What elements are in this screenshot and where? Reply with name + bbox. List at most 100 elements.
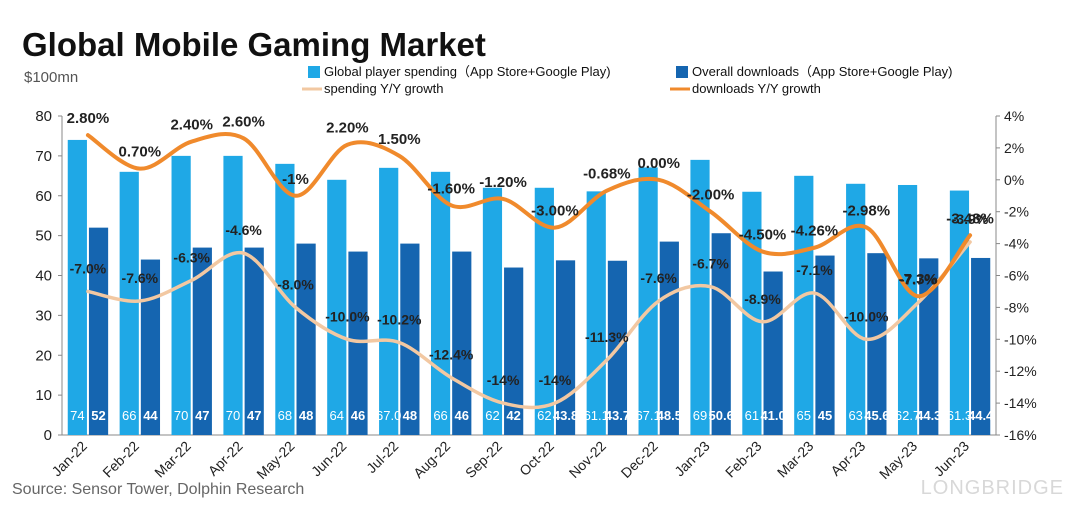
spending-bar-label: 74 [70,408,84,423]
spending-bar-label: 66 [433,408,447,423]
left-tick-label: 60 [35,188,52,205]
downloads-growth-label: -4.50% [739,227,787,244]
spending-bar-label: 62 [485,408,499,423]
spending-bar [67,139,87,436]
downloads-bar [555,260,576,435]
x-tick-label: Jul-22 [363,438,401,476]
right-tick-label: -14% [1004,395,1037,411]
spending-growth-label: -14% [487,372,520,388]
downloads-bar [763,271,783,435]
left-tick-label: 30 [35,307,52,324]
downloads-bar-label: 45.6 [864,408,889,423]
downloads-growth-label: -3.00% [531,203,579,220]
spending-growth-label: -3.9% [952,211,989,227]
downloads-bar [244,247,264,435]
spending-bar-label: 62 [537,408,551,423]
downloads-bar-label: 44.4 [968,408,994,423]
downloads-bar [504,267,524,435]
spending-growth-label: -10.2% [377,311,422,327]
downloads-bar-label: 48 [299,408,313,423]
spending-bar [171,155,191,435]
spending-bar [690,159,710,436]
right-tick-label: 4% [1004,108,1024,124]
right-tick-label: 0% [1004,172,1024,188]
x-tick-label: Jan-22 [48,438,90,480]
downloads-bar [919,258,939,435]
chart-title: Global Mobile Gaming Market [22,26,486,63]
spending-bar-label: 69 [693,408,707,423]
right-tick-label: -10% [1004,331,1037,347]
spending-bar-label: 61 [745,408,759,423]
downloads-bar [400,243,420,435]
downloads-bar-label: 44.3 [916,408,941,423]
spending-growth-label: -10.0% [325,308,370,324]
left-tick-label: 40 [35,268,52,285]
left-tick-label: 80 [35,108,52,125]
spending-growth-label: -4.6% [225,222,262,238]
downloads-bar [452,251,472,435]
x-tick-label: Aug-22 [410,438,453,481]
spending-bar-label: 61.3 [947,408,972,423]
spending-bar-label: 64 [330,408,344,423]
spending-bar-label: 70 [174,408,188,423]
downloads-bar [659,241,679,435]
x-tick-label: Feb-22 [99,438,142,481]
downloads-bar-label: 46 [455,408,469,423]
unit-label: $100mn [24,69,78,86]
downloads-bar [711,233,731,435]
downloads-growth-label: -2.00% [687,187,735,204]
spending-bar [482,187,503,435]
spending-bar-label: 62.7 [895,408,920,423]
source-note: Source: Sensor Tower, Dolphin Research [12,481,304,498]
spending-growth-line [86,240,972,410]
spending-bar [223,155,243,435]
right-tick-label: -16% [1004,427,1037,443]
downloads-growth-label: -7.3% [899,271,938,288]
downloads-bar-label: 47 [195,408,209,423]
x-tick-label: Oct-22 [516,438,557,479]
spending-bar [794,175,814,435]
right-tick-label: -6% [1004,268,1029,284]
x-tick-label: May-23 [876,438,920,482]
downloads-growth-label: 0.00% [637,155,680,172]
downloads-bar-label: 48 [403,408,417,423]
x-tick-label: Dec-22 [618,438,661,481]
spending-growth-label: -7.7% [900,272,937,288]
downloads-bar-label: 44 [143,408,158,423]
spending-bar-label: 66 [122,408,136,423]
bars [67,139,991,436]
spending-bar-label: 65 [797,408,811,423]
downloads-growth-label: -1% [282,171,309,188]
left-tick-label: 10 [35,387,52,404]
downloads-bar [971,257,991,435]
legend-label: Overall downloads（App Store+Google Play) [692,64,953,79]
spending-growth-label: -6.3% [173,249,210,265]
downloads-bar-label: 52 [91,408,105,423]
downloads-bar-label: 43.7 [605,408,630,423]
downloads-bar [815,255,835,435]
x-tick-label: May-22 [253,438,297,482]
downloads-growth-label: 2.60% [222,113,265,130]
spending-bar-label: 70 [226,408,240,423]
spending-bar-label: 61.1 [584,408,609,423]
x-tick-label: Apr-23 [827,438,868,479]
spending-bar [327,179,347,435]
downloads-bar-label: 41.0 [760,408,785,423]
downloads-growth-label: 0.70% [119,144,162,161]
legend-label: Global player spending（App Store+Google … [324,64,611,79]
downloads-bar-label: 46 [351,408,365,423]
downloads-bar-label: 42 [506,408,520,423]
downloads-growth-label: -4.26% [791,223,839,240]
spending-growth-label: -7.6% [640,270,677,286]
spending-bar [379,167,399,435]
downloads-growth-label: -1.60% [427,180,475,197]
data-labels: 74 66 70 70 68 64 67.0 66 62 62 61.1 67.1 69 61 65 63 62… [67,110,994,423]
spending-bar [846,183,866,435]
x-tick-label: Jun-22 [308,438,350,480]
x-tick-label: Nov-22 [566,438,609,481]
downloads-growth-line [85,132,973,299]
downloads-bar-label: 48.5 [657,408,682,423]
spending-growth-label: -8.9% [744,291,781,307]
spending-growth-label: -7.1% [796,262,833,278]
